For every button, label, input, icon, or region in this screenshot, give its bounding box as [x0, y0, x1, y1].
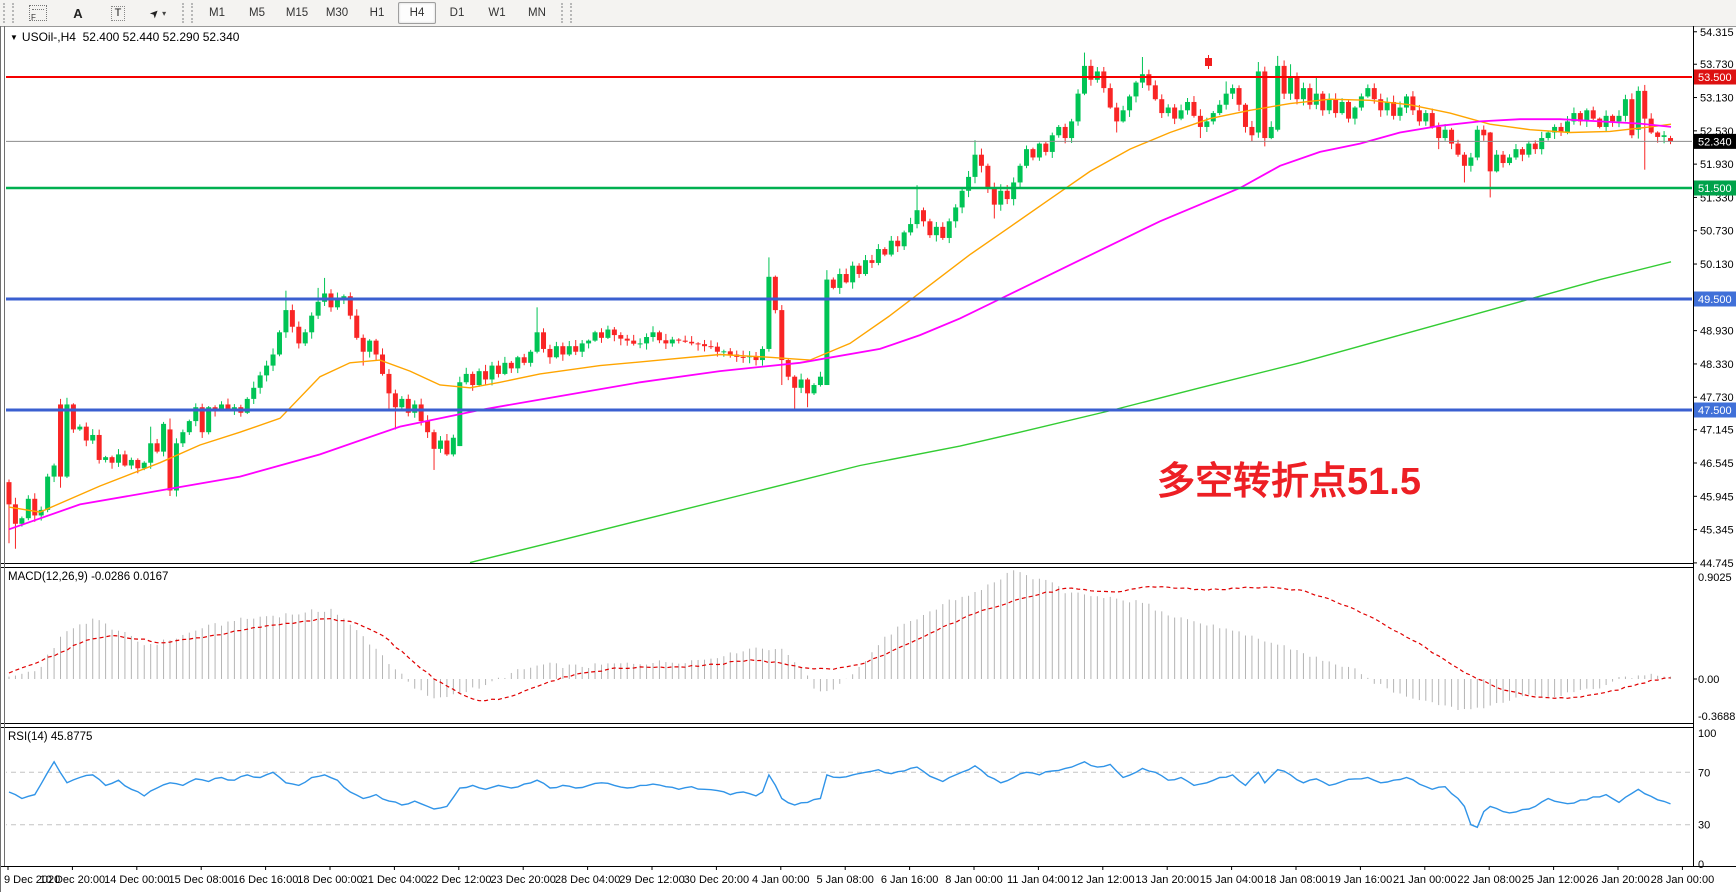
- price-badge-47.500: [1694, 402, 1736, 418]
- price-badge-53.500: [1694, 69, 1736, 85]
- label-t-icon: T: [110, 5, 126, 21]
- x-tick-label: 21 Dec 04:00: [362, 874, 427, 886]
- timeframe-buttons: M1 M5 M15 M30 H1 H4 D1 W1 MN: [198, 2, 556, 24]
- timeframe-button-m1[interactable]: M1: [209, 7, 225, 19]
- x-tick-label: 15 Dec 08:00: [168, 874, 233, 886]
- macd-signal-line: [8, 585, 1671, 702]
- text-a-icon: A: [73, 5, 83, 21]
- price-tick-label: 50.130: [1700, 259, 1734, 271]
- x-tick-label: 28 Dec 04:00: [555, 874, 620, 886]
- x-tick-label: 18 Dec 00:00: [297, 874, 362, 886]
- x-tick-label: 12 Jan 12:00: [1071, 874, 1135, 886]
- x-tick-label: 13 Jan 20:00: [1135, 874, 1199, 886]
- price-tick-label: 46.545: [1700, 458, 1734, 470]
- price-tick-label: 54.315: [1700, 27, 1734, 39]
- ma-fast-orange: [8, 98, 1672, 513]
- ma-mid-magenta: [8, 118, 1672, 531]
- x-tick-label: 22 Dec 12:00: [426, 874, 491, 886]
- timeframe-button-h4[interactable]: H4: [398, 2, 436, 24]
- price-badge-label: 52.340: [1698, 136, 1732, 148]
- toolbar-grip[interactable]: [3, 3, 14, 23]
- toolbar-grip-2[interactable]: [182, 3, 193, 23]
- x-tick-label: 23 Dec 20:00: [490, 874, 555, 886]
- price-badge-label: 53.500: [1698, 72, 1732, 84]
- price-badge-51.500: [1694, 180, 1736, 196]
- x-tick-label: 14 Dec 00:00: [104, 874, 169, 886]
- x-tick-label: 19 Jan 16:00: [1329, 874, 1393, 886]
- price-tick-label: 45.345: [1700, 525, 1734, 537]
- x-tick-label: 29 Dec 12:00: [619, 874, 684, 886]
- timeframe-button-mn[interactable]: MN: [528, 7, 546, 19]
- price-tick-label: 47.145: [1700, 425, 1734, 437]
- x-tick-label: 6 Jan 16:00: [881, 874, 939, 886]
- macd-tick-label: 0.00: [1698, 674, 1719, 686]
- price-tick-label: 53.730: [1700, 59, 1734, 71]
- price-badge-52.340: [1694, 133, 1736, 149]
- fibonacci-tool-button[interactable]: [19, 2, 57, 24]
- macd-tick-label: -0.3688: [1698, 711, 1735, 723]
- price-tick-label: 47.730: [1700, 392, 1734, 404]
- price-axis[interactable]: 54.31553.73053.13052.53051.93051.33050.7…: [1693, 27, 1736, 871]
- timeframe-button-h1[interactable]: H1: [369, 7, 385, 19]
- rsi-tick-label: 30: [1698, 820, 1710, 832]
- x-tick-label: 21 Jan 00:00: [1393, 874, 1457, 886]
- x-tick-label: 4 Jan 00:00: [752, 874, 810, 886]
- symbol-timeframe: USOil-,H4: [21, 30, 76, 44]
- macd-histogram: [8, 570, 1672, 710]
- toolbar-grip-3[interactable]: [561, 3, 572, 23]
- rsi-tick-label: 0: [1698, 859, 1704, 871]
- plot-area: [6, 52, 1692, 829]
- x-tick-label: 8 Jan 00:00: [945, 874, 1003, 886]
- x-tick-label: 22 Jan 08:00: [1457, 874, 1521, 886]
- x-tick-label: 16 Dec 16:00: [233, 874, 298, 886]
- timeframe-button-m5[interactable]: M5: [249, 7, 265, 19]
- macd-tick-label: 0.9025: [1698, 572, 1732, 584]
- x-tick-label: 11 Jan 04:00: [1007, 874, 1070, 886]
- timeframe-button-m30[interactable]: M30: [325, 7, 349, 19]
- arrow-objects-button[interactable]: ➤ ▾: [139, 2, 177, 24]
- price-tick-label: 44.745: [1700, 558, 1734, 570]
- price-tick-label: 53.130: [1700, 93, 1734, 105]
- quote-expand-icon[interactable]: ▼: [10, 33, 18, 42]
- chart-title: ▼ USOil-,H4 52.400 52.440 52.290 52.340: [10, 30, 239, 44]
- price-tick-label: 50.730: [1700, 226, 1734, 238]
- chevron-down-icon: ▾: [162, 8, 167, 18]
- label-tool-button[interactable]: T: [99, 2, 137, 24]
- chart-text-annotation[interactable]: 多空转折点51.5: [1157, 461, 1421, 503]
- price-badge-label: 49.500: [1698, 294, 1732, 306]
- price-tick-label: 45.945: [1700, 491, 1734, 503]
- price-badge-49.500: [1694, 291, 1736, 307]
- price-tick-label: 51.930: [1700, 159, 1734, 171]
- rsi-indicator-label: RSI(14) 45.8775: [8, 731, 93, 743]
- price-tick-label: 48.330: [1700, 359, 1734, 371]
- timeframe-button-m15[interactable]: M15: [285, 7, 309, 19]
- text-tool-button[interactable]: A: [59, 2, 97, 24]
- x-tick-label: 10 Dec 20:00: [40, 874, 105, 886]
- x-tick-label: 25 Jan 12:00: [1522, 874, 1586, 886]
- rsi-tick-label: 70: [1698, 767, 1710, 779]
- timeframe-button-d1[interactable]: D1: [449, 7, 465, 19]
- candlestick-series: [6, 52, 1674, 549]
- ohlc-values: 52.400 52.440 52.290 52.340: [82, 30, 240, 44]
- x-tick-label: 5 Jan 08:00: [816, 874, 874, 886]
- rsi-line: [8, 760, 1671, 829]
- x-tick-label: 18 Jan 08:00: [1264, 874, 1328, 886]
- macd-indicator-label: MACD(12,26,9) -0.0286 0.0167: [8, 571, 169, 583]
- price-badge-label: 51.500: [1698, 183, 1732, 195]
- rsi-tick-label: 100: [1698, 728, 1716, 740]
- timeframe-button-w1[interactable]: W1: [488, 7, 506, 19]
- x-tick-label: 15 Jan 04:00: [1200, 874, 1264, 886]
- x-tick-label: 28 Jan 00:00: [1651, 874, 1715, 886]
- ma-slow-green: [469, 261, 1672, 564]
- fibonacci-icon: [29, 5, 47, 22]
- x-tick-label: 30 Dec 20:00: [684, 874, 749, 886]
- price-tick-label: 48.930: [1700, 326, 1734, 338]
- price-badge-label: 47.500: [1698, 405, 1732, 417]
- x-tick-label: 26 Jan 20:00: [1586, 874, 1650, 886]
- x-tick-label: 9 Dec 2020: [4, 874, 60, 886]
- panel-borders: [0, 26, 1736, 892]
